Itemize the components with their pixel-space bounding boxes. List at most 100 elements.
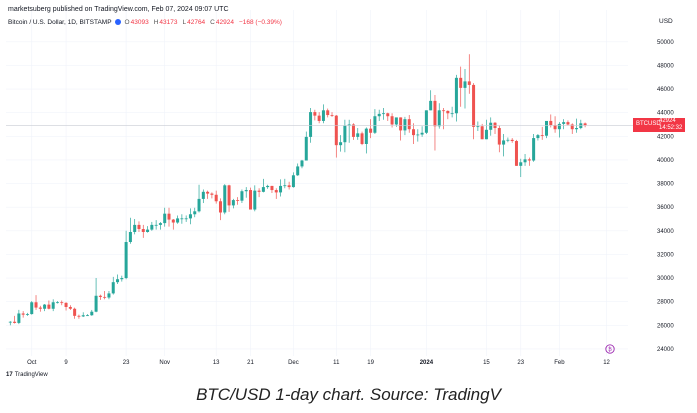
last-price-tag[interactable]: BTCUSD 42924 14:52:32 bbox=[633, 118, 685, 132]
candle-body bbox=[64, 302, 68, 307]
date-tick-label: Oct bbox=[27, 360, 37, 366]
high-value: 43173 bbox=[159, 19, 178, 26]
candle-body bbox=[394, 117, 398, 125]
date-tick-label: 21 bbox=[247, 360, 254, 366]
date-tick-label: 2024 bbox=[420, 360, 434, 366]
candle-body bbox=[154, 224, 158, 226]
candle-body bbox=[8, 321, 12, 323]
candle-body bbox=[163, 213, 167, 224]
event-marker-glyph: ₿ bbox=[608, 346, 612, 353]
candle-body bbox=[77, 315, 81, 317]
candle-body bbox=[38, 307, 42, 309]
tradingview-logo-text: TradingView bbox=[14, 372, 48, 378]
candle-body bbox=[459, 77, 463, 88]
symbol-legend: Bitcoin / U.S. Dollar, 1D, BITSTAMP O4309… bbox=[8, 19, 282, 26]
candle-body bbox=[381, 113, 385, 115]
date-tick-label: Feb bbox=[554, 360, 565, 366]
candle-body bbox=[86, 315, 90, 317]
candle-body bbox=[317, 115, 321, 121]
currency-label: USD bbox=[659, 18, 673, 25]
candle-body bbox=[296, 166, 300, 176]
candle-body bbox=[25, 314, 29, 315]
candle-body bbox=[510, 139, 514, 142]
candle-body bbox=[60, 302, 64, 304]
date-tick-label: 9 bbox=[64, 360, 68, 366]
price-tag-countdown: 14:52:32 bbox=[659, 125, 683, 131]
tradingview-logo[interactable]: 17 TradingView bbox=[6, 372, 48, 378]
candle-body bbox=[544, 120, 548, 136]
candle-body bbox=[90, 311, 94, 316]
symbol-title: Bitcoin / U.S. Dollar, 1D, BITSTAMP bbox=[8, 19, 112, 26]
candle-body bbox=[287, 185, 291, 188]
candle-body bbox=[150, 224, 154, 230]
candle-body bbox=[407, 119, 411, 130]
price-tick-label: 38000 bbox=[657, 182, 674, 188]
candle-body bbox=[261, 187, 265, 192]
chart-panel: 24000 26000 28000 30000 32000 34000 36000 38000… bbox=[0, 0, 697, 382]
candle-body bbox=[236, 200, 240, 201]
candle-body bbox=[424, 110, 428, 133]
figure-caption: BTC/USD 1-day chart. Source: TradingV bbox=[196, 385, 501, 404]
candle-body bbox=[523, 159, 527, 163]
candle-body bbox=[283, 185, 287, 187]
candle-body bbox=[55, 302, 59, 304]
event-marker-icon[interactable] bbox=[605, 344, 615, 354]
candle-body bbox=[321, 110, 325, 121]
event-marker[interactable]: ₿ bbox=[605, 344, 615, 354]
candle-body bbox=[386, 113, 390, 117]
candle-body bbox=[540, 135, 544, 136]
candle-body bbox=[313, 112, 317, 116]
price-tick-label: 32000 bbox=[657, 252, 674, 258]
candle-body bbox=[73, 308, 77, 316]
candle-body bbox=[347, 124, 351, 126]
candle-body bbox=[570, 124, 574, 130]
candles-layer bbox=[6, 54, 633, 326]
publish-note: marketsuberg published on TradingView.co… bbox=[8, 6, 229, 13]
candle-body bbox=[223, 185, 227, 213]
candle-body bbox=[188, 214, 192, 219]
candle-body bbox=[502, 140, 506, 145]
candle-body bbox=[360, 133, 364, 144]
candle-body bbox=[270, 185, 274, 191]
candle-body bbox=[21, 313, 25, 315]
candle-body bbox=[446, 110, 450, 114]
date-tick-label: 13 bbox=[213, 360, 220, 366]
time-axis[interactable]: Oct 9 23 Nov 13 21 Dec 11 19 2024 15 23 Feb 12 bbox=[27, 360, 610, 366]
candle-body bbox=[227, 185, 231, 206]
candle-body bbox=[128, 231, 132, 243]
candle-body bbox=[562, 122, 566, 124]
candle-body bbox=[68, 306, 72, 309]
candle-body bbox=[184, 218, 188, 220]
candle-body bbox=[373, 116, 377, 133]
date-tick-label: 15 bbox=[483, 360, 490, 366]
low-label: L bbox=[182, 19, 187, 26]
candle-body bbox=[514, 141, 518, 166]
candle-body bbox=[351, 124, 355, 137]
candle-body bbox=[180, 218, 184, 220]
candle-body bbox=[193, 211, 197, 215]
candle-body bbox=[575, 128, 579, 130]
candle-body bbox=[463, 81, 467, 88]
candle-body bbox=[214, 194, 218, 202]
candle-body bbox=[116, 279, 120, 283]
candlestick-chart[interactable]: 24000 26000 28000 30000 32000 34000 36000 38000… bbox=[0, 0, 697, 382]
candle-body bbox=[450, 113, 454, 115]
candle-body bbox=[300, 160, 304, 167]
candle-body bbox=[124, 242, 128, 279]
candle-body bbox=[98, 295, 102, 297]
candle-body bbox=[257, 190, 261, 192]
candle-body bbox=[339, 142, 343, 146]
candle-body bbox=[249, 190, 253, 210]
candle-body bbox=[176, 218, 180, 223]
candle-body bbox=[111, 282, 115, 294]
candle-body bbox=[437, 110, 441, 127]
candle-body bbox=[141, 229, 145, 232]
candle-body bbox=[253, 190, 257, 210]
high-label: H bbox=[153, 19, 159, 26]
candle-body bbox=[94, 295, 98, 312]
candle-body bbox=[583, 123, 587, 126]
price-axis[interactable]: 24000 26000 28000 30000 32000 34000 36000 38000… bbox=[657, 40, 674, 353]
date-tick-label: Nov bbox=[159, 360, 170, 366]
candle-body bbox=[566, 122, 570, 125]
candle-body bbox=[364, 128, 368, 144]
